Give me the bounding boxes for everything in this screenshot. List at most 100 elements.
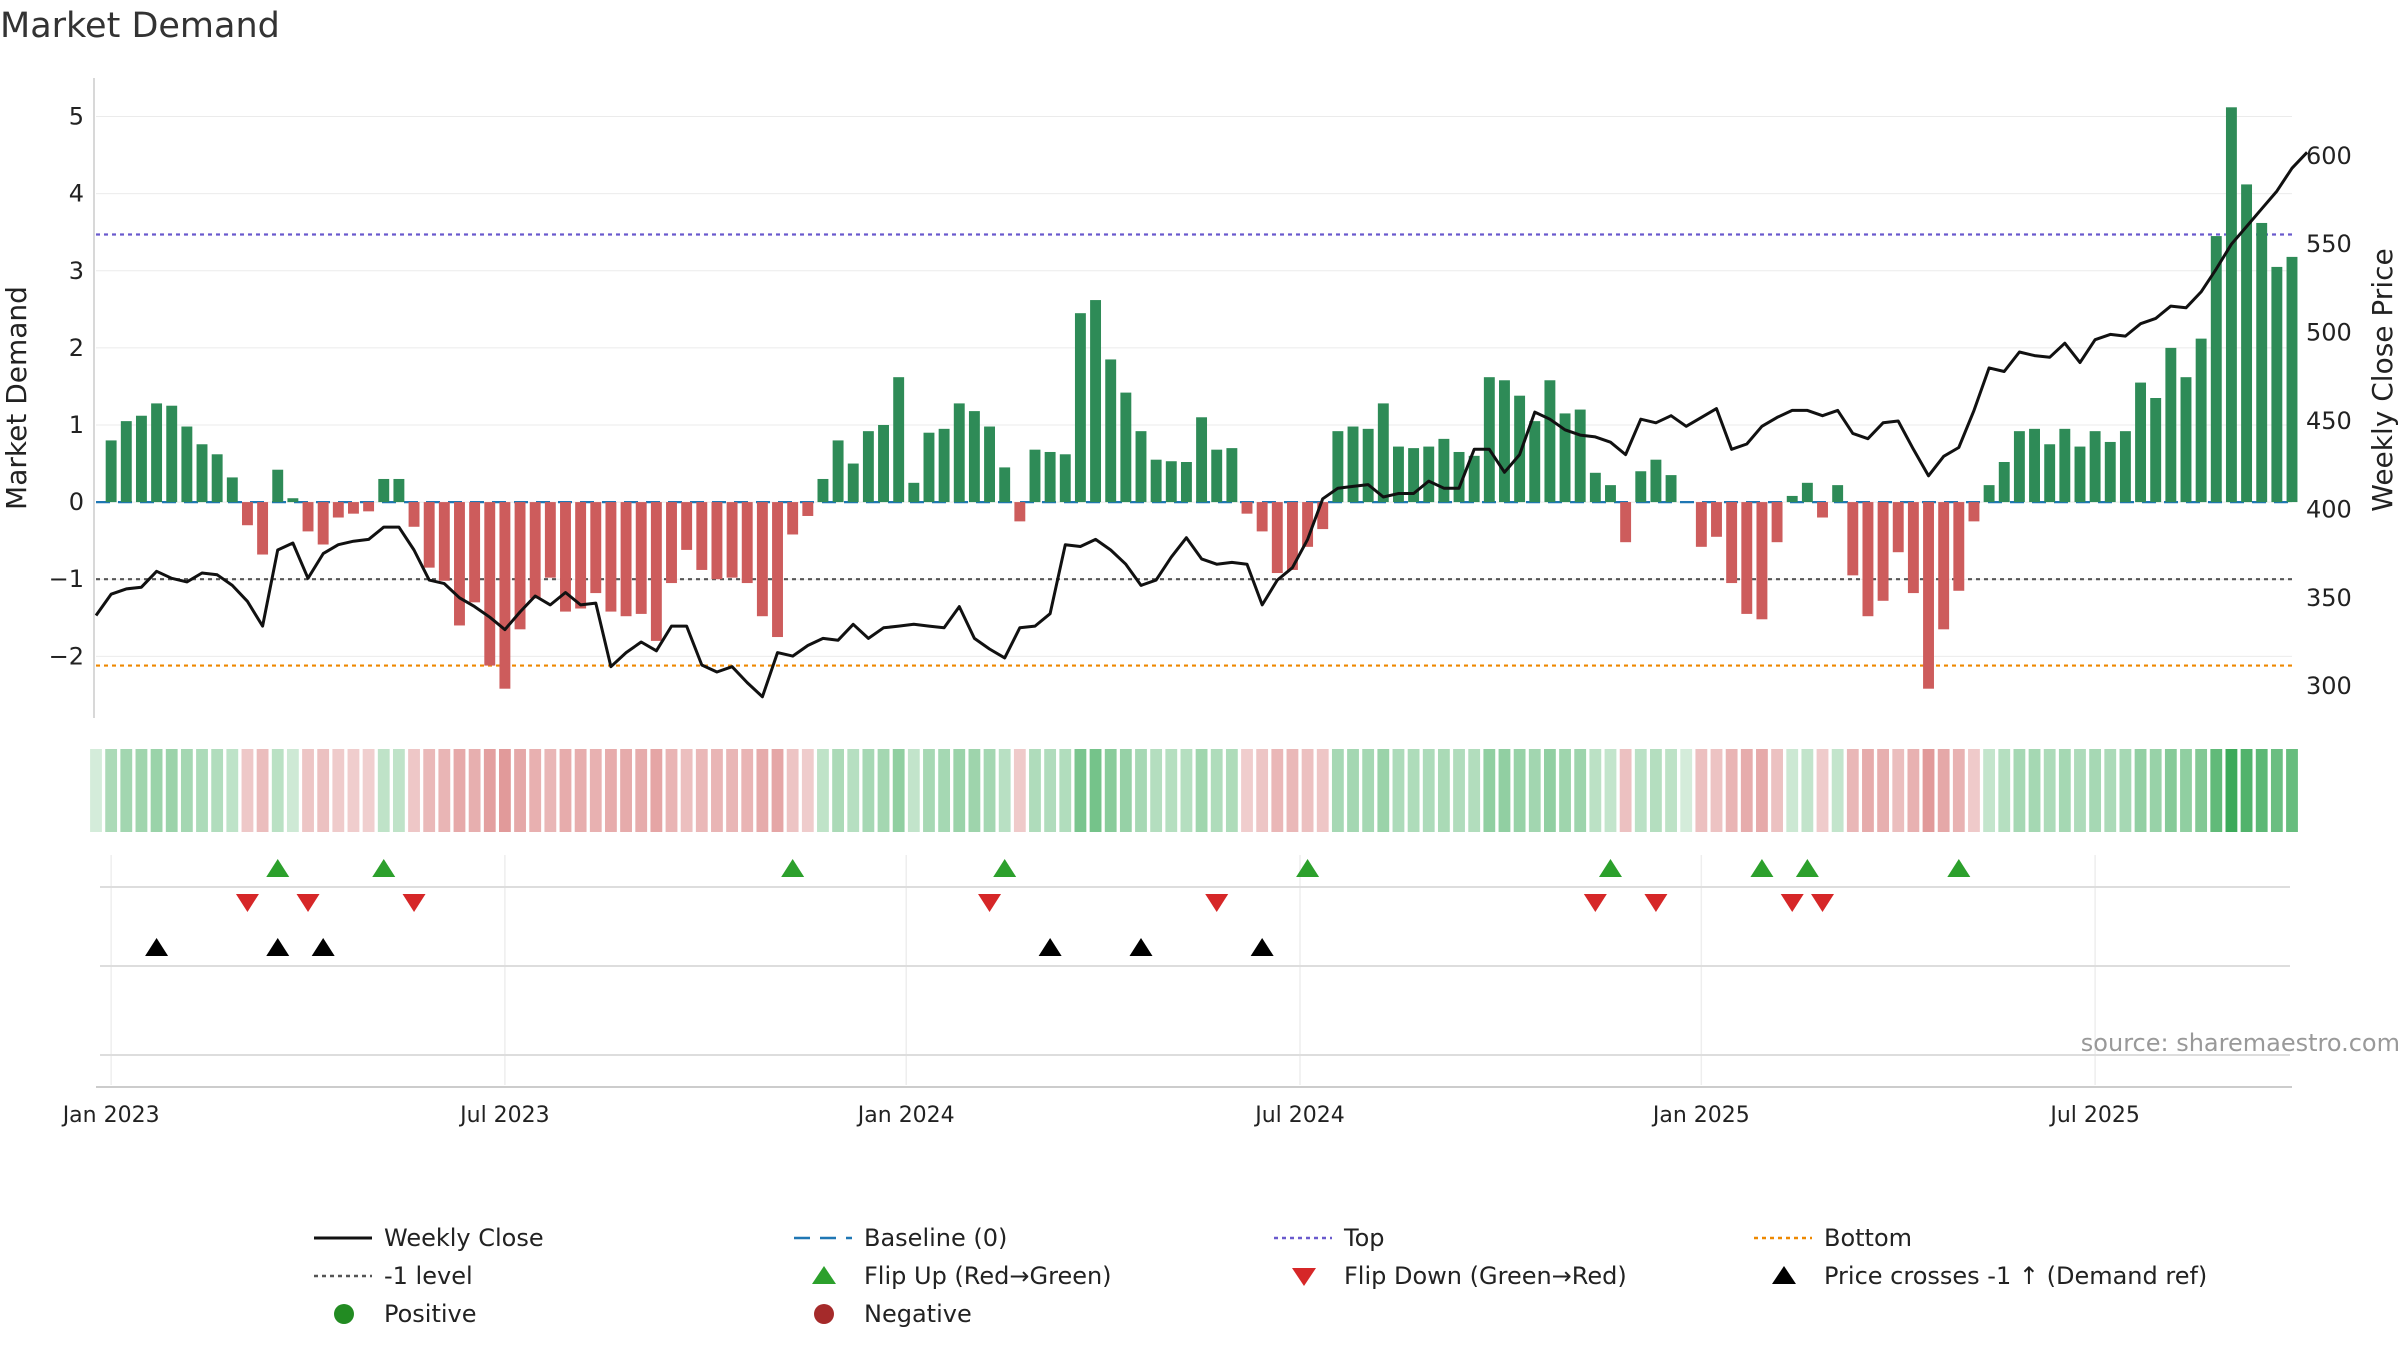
demand-bar [226,477,238,503]
heat-strip-cell [1543,749,1556,832]
heat-strip-cell [135,749,148,832]
legend-swatch [812,1266,836,1284]
legend-item: Positive [334,1300,477,1328]
heat-strip-cell [1453,749,1465,832]
y-tick-label: −2 [49,642,84,670]
heat-strip-cell [1347,749,1359,832]
demand-bar [1862,502,1874,617]
demand-bar [2195,338,2207,503]
legend-item: Bottom [1754,1224,1912,1252]
demand-bar [1271,502,1283,574]
demand-bar [1135,431,1147,503]
flip-down-marker [1205,894,1229,912]
demand-bar [2180,377,2192,503]
heat-strip-cell [862,749,875,832]
heat-strip-cell [711,749,723,832]
demand-bar [1150,459,1162,503]
x-tick-label: Jan 2025 [1651,1103,1750,1128]
heat-strip-cell [923,749,935,832]
demand-bar [423,502,435,568]
demand-bar [2271,266,2283,503]
demand-bar [2029,428,2040,503]
heat-strip-cell [1740,749,1753,832]
legend-label: Negative [864,1300,972,1328]
heat-strip-cell [938,749,951,832]
heat-strip-cell [1165,749,1178,832]
heat-strip-cell [1301,749,1314,832]
price-cross-marker [266,938,290,956]
heat-strip-cell [620,749,632,832]
heat-strip-cell [953,749,966,832]
heat-strip-cell [801,749,814,832]
heat-strip-cell [1331,749,1344,832]
x-tick-label: Jul 2024 [1253,1103,1345,1128]
heat-strip-cell [1150,749,1163,832]
legend-swatch [1292,1268,1316,1286]
heat-strip-cell [2164,749,2177,832]
heat-strip-cell [423,749,436,832]
heat-strip-cell [2028,749,2041,832]
heat-strip-cell [1710,749,1723,832]
heat-strip-cell [1059,749,1072,832]
legend-item: Flip Up (Red→Green) [812,1262,1112,1290]
heat-strip-cell [1680,749,1693,832]
demand-bar [1589,472,1601,503]
heat-strip-cell [1771,749,1783,832]
heat-strip-cell [2255,749,2268,832]
heat-strip-cell [1498,749,1511,832]
demand-bar [590,502,602,594]
heat-strip-cell [180,749,193,832]
demand-bar [1529,421,1541,503]
y-tick-label: 0 [69,488,84,516]
demand-bar [893,377,905,503]
heat-strip-cell [574,749,587,832]
heat-strip-cell [1650,749,1662,832]
heat-strip-cell [165,749,178,832]
heat-strip-cell [286,749,299,832]
demand-bar [1014,502,1026,522]
heat-strip-cell [2225,749,2238,832]
demand-bar [1771,502,1783,543]
heat-strip-cell [1968,749,1980,832]
legend-item: Flip Down (Green→Red) [1292,1262,1627,1290]
y-tick-label: 3 [69,257,84,285]
demand-bar [802,502,814,516]
demand-bar [1923,502,1934,689]
heat-strip-cell [483,749,496,832]
legend-item: Negative [814,1300,972,1328]
heat-strip-cell [1422,749,1435,832]
heat-strip-cell [453,749,466,832]
heat-strip-cell [2195,749,2208,832]
demand-bar [1302,502,1314,547]
heat-strip-cell [1104,749,1117,832]
legend-label: Weekly Close [384,1224,544,1252]
heat-strip-cell [847,749,860,832]
demand-bar [1817,502,1828,518]
heat-strip-cell [1407,749,1420,832]
heat-strip-cell [2058,749,2071,832]
demand-bar [787,502,799,535]
demand-bar [847,463,859,503]
heat-strip-cell [332,749,345,832]
demand-bar [908,482,920,503]
demand-bar [1998,462,2010,503]
demand-bar [135,415,147,503]
heat-strip-cell [1604,749,1617,832]
heat-strip-cell [786,749,799,832]
heat-strip-cell [2043,749,2056,832]
heat-strip-cell [1922,749,1935,832]
demand-bar [2104,441,2116,503]
demand-bar [529,502,541,599]
demand-bar [1196,417,1208,503]
weekly-close-line [94,151,2309,699]
heat-strip-cell [1786,749,1799,832]
legend-item: -1 level [314,1262,473,1290]
y2-tick-label: 500 [2306,319,2352,347]
demand-bar [1968,502,1980,522]
demand-bar [1332,431,1344,503]
demand-bar [650,502,662,641]
demand-bar [2044,444,2056,503]
flip-down-marker [1811,894,1835,912]
flip-up-marker [1795,859,1819,877]
